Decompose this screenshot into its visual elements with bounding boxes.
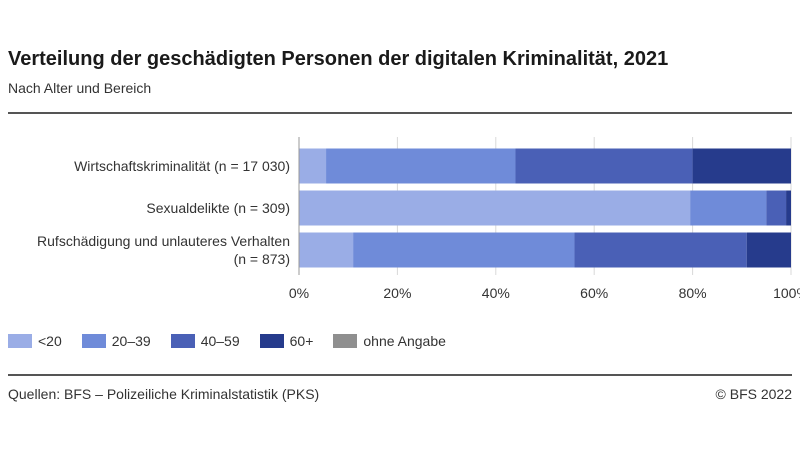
legend-swatch xyxy=(8,334,32,348)
legend-item: 40–59 xyxy=(170,333,240,349)
bar-segment xyxy=(574,232,747,268)
category-label: Rufschädigung und unlauteres Verhalten xyxy=(37,233,290,249)
x-tick-label: 40% xyxy=(482,285,510,301)
legend-swatch xyxy=(333,334,358,348)
source-note: Quellen: BFS – Polizeiliche Kriminalstat… xyxy=(8,386,320,402)
x-tick-label: 80% xyxy=(679,285,707,301)
category-label: Wirtschaftskriminalität (n = 17 030) xyxy=(74,158,290,174)
x-tick-label: 20% xyxy=(383,285,411,301)
category-label: Sexualdelikte (n = 309) xyxy=(146,200,290,216)
legend-item: <20 xyxy=(8,333,62,349)
legend-swatch xyxy=(170,334,195,348)
top-divider xyxy=(8,112,792,114)
chart-subtitle: Nach Alter und Bereich xyxy=(8,80,152,96)
bar-segment xyxy=(299,190,691,226)
legend-label: 40–59 xyxy=(200,333,240,349)
bottom-divider xyxy=(8,374,792,376)
legend-swatch xyxy=(81,334,106,348)
bar-segment xyxy=(353,232,575,268)
bar-segment xyxy=(746,232,791,268)
legend-item: ohne Angabe xyxy=(333,333,446,349)
bar-segment xyxy=(766,190,787,226)
bar-segment xyxy=(692,148,791,184)
bar-segment xyxy=(326,148,516,184)
legend-item: 60+ xyxy=(259,333,314,349)
x-tick-label: 0% xyxy=(289,285,309,301)
legend-label: 20–39 xyxy=(111,333,151,349)
bar-segment xyxy=(690,190,767,226)
x-tick-label: 100% xyxy=(773,285,800,301)
bar-segment xyxy=(299,232,354,268)
legend-item: 20–39 xyxy=(81,333,151,349)
legend-swatch xyxy=(259,334,284,348)
legend-label: <20 xyxy=(38,333,62,349)
chart-legend: <20 20–39 40–59 60+ ohne Angabe xyxy=(8,333,466,349)
category-label: (n = 873) xyxy=(234,251,290,267)
x-tick-label: 60% xyxy=(580,285,608,301)
chart-title: Verteilung der geschädigten Personen der… xyxy=(8,48,669,70)
legend-label: 60+ xyxy=(289,333,314,349)
copyright-note: © BFS 2022 xyxy=(715,386,792,402)
stacked-bar-chart: 0% 20% 40% 60% 80% 100% Wirtschaftskriminalitä… xyxy=(37,137,800,301)
bar-segment xyxy=(515,148,693,184)
legend-label: ohne Angabe xyxy=(363,333,446,349)
bar-segment xyxy=(786,190,791,226)
bar-segment xyxy=(299,148,327,184)
